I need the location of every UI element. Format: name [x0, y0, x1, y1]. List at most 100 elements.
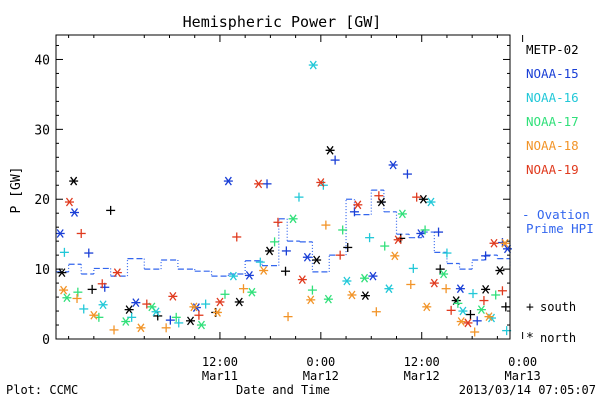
south-data-point [380, 241, 390, 251]
south-data-point [497, 286, 507, 296]
x-tick-label-time: 12:00 [404, 355, 440, 369]
x-tick-label-date: Mar12 [404, 369, 440, 383]
north-data-point [397, 209, 407, 219]
north-data-point [455, 284, 465, 294]
north-data-point [416, 229, 426, 238]
north-data-point [244, 271, 254, 280]
north-data-point [62, 293, 72, 303]
north-data-point [215, 297, 225, 307]
south-data-point [446, 305, 456, 315]
north-data-point [393, 235, 403, 245]
north-data-point [353, 200, 363, 210]
south-data-point [283, 312, 293, 322]
north-data-point [89, 310, 99, 320]
y-tick-label: 0 [42, 333, 50, 348]
north-data-point [259, 266, 269, 275]
south-data-point [72, 293, 82, 303]
north-data-point [463, 318, 473, 328]
north-data-point [390, 251, 400, 261]
north-data-point [136, 323, 146, 333]
north-data-point [388, 160, 398, 170]
north-data-point [312, 255, 322, 265]
south-data-point [491, 290, 501, 300]
south-data-point [441, 284, 451, 294]
plot-frame [55, 34, 511, 340]
south-data-point [365, 233, 375, 243]
south-data-point [142, 299, 152, 309]
north-data-point [458, 306, 468, 316]
south-data-point [262, 179, 272, 189]
north-data-point [186, 316, 196, 326]
north-data-point [69, 176, 79, 186]
legend-entry: NOAA-19 [526, 162, 579, 177]
chart-title: Hemispheric Power [GW] [183, 13, 382, 31]
south-data-point [330, 155, 340, 165]
north-data-point [323, 294, 333, 304]
north-data-point [484, 312, 494, 322]
south-data-point [232, 232, 242, 242]
footer-timestamp: 2013/03/14 07:05:07 [459, 383, 596, 397]
north-data-point [55, 229, 65, 238]
north-data-point [288, 214, 298, 224]
south-data-point [442, 248, 452, 258]
south-data-point [127, 312, 137, 322]
south-data-point [371, 307, 381, 317]
south-data-point [106, 205, 116, 215]
north-data-point [325, 145, 335, 155]
south-data-point [412, 192, 422, 202]
x-tick-label-date: Mar13 [505, 369, 541, 383]
south-data-point [402, 169, 412, 179]
south-data-point [408, 263, 418, 273]
y-axis-ticks: 0 10 20 30 40 [34, 44, 510, 348]
south-data-point [194, 310, 204, 320]
south-data-point [59, 247, 69, 257]
north-data-point [265, 246, 275, 256]
satellite-data-points [55, 60, 512, 337]
south-data-point [165, 315, 175, 325]
south-data-point [294, 192, 304, 202]
north-data-point [57, 268, 67, 277]
legend-north-label: north [540, 331, 576, 345]
north-data-point [212, 308, 222, 317]
north-data-point [189, 302, 199, 312]
north-data-point [254, 179, 264, 189]
south-data-point [171, 312, 181, 322]
north-data-point [489, 238, 499, 248]
y-tick-label: 30 [34, 123, 50, 138]
x-tick-label-time: 0:00 [306, 355, 335, 369]
north-data-point [495, 266, 505, 275]
chart-legend: METP-02 NOAA-15 NOAA-16 NOAA-17 NOAA-18 NOAA-… [522, 42, 594, 346]
north-data-point [429, 278, 439, 288]
north-data-point [228, 271, 238, 281]
south-data-point [374, 191, 384, 201]
north-data-point [360, 273, 370, 283]
x-tick-label-time: 12:00 [202, 355, 238, 369]
y-tick-label: 10 [34, 263, 50, 278]
south-data-point [97, 279, 107, 289]
north-data-point [64, 197, 74, 207]
south-data-point [406, 279, 416, 289]
south-data-point [281, 246, 291, 256]
x-tick-label-date: Mar11 [202, 369, 238, 383]
north-data-point [223, 176, 233, 186]
legend-north-symbol: * [526, 331, 534, 346]
south-data-point [434, 227, 444, 237]
south-data-point [84, 248, 94, 258]
south-data-point [161, 323, 171, 333]
north-data-point [360, 291, 370, 301]
south-data-point [501, 302, 511, 312]
legend-ovation-line2: Prime HPI [526, 221, 594, 236]
north-data-point [306, 295, 316, 305]
y-tick-label: 40 [34, 53, 50, 68]
legend-ovation-line1: - Ovation [522, 207, 590, 222]
north-data-point [196, 320, 206, 330]
footer-plot-credit: Plot: CCMC [6, 383, 78, 397]
south-data-point [481, 251, 491, 261]
north-data-point [439, 269, 449, 279]
south-data-point [472, 316, 482, 326]
south-data-point [273, 217, 283, 227]
south-data-point [79, 304, 89, 314]
north-data-point [112, 268, 122, 277]
south-data-point [468, 289, 478, 299]
south-data-point [479, 296, 489, 306]
